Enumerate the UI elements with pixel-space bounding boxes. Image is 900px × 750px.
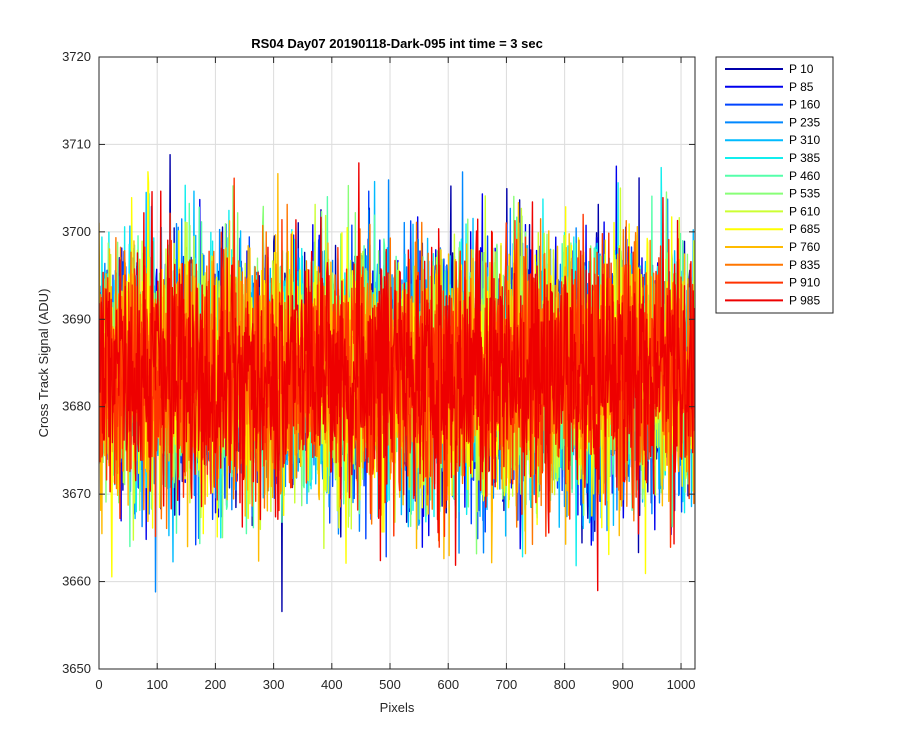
series-lines	[99, 154, 695, 613]
x-axis-label: Pixels	[380, 700, 415, 715]
legend-label: P 535	[789, 187, 820, 201]
x-tick-label: 100	[146, 677, 168, 692]
axis-ticks: 0 100 200 300 400 500 600 700 800 900 1000 3650 3660…	[62, 49, 695, 692]
series-line-p-985	[99, 162, 695, 592]
y-tick-label: 3650	[62, 661, 91, 676]
x-tick-label: 800	[554, 677, 576, 692]
legend-label: P 310	[789, 133, 820, 147]
y-tick-label: 3690	[62, 311, 91, 326]
chart-title: RS04 Day07 20190118-Dark-095 int time = …	[251, 36, 543, 51]
x-tick-label: 200	[205, 677, 227, 692]
y-axis-label: Cross Track Signal (ADU)	[36, 289, 51, 438]
legend-label: P 235	[789, 115, 820, 129]
legend-items: P 10 P 85 P 160 P 235 P 310 P 385 P 460 P 535 P …	[725, 62, 820, 307]
legend-label: P 760	[789, 240, 820, 254]
x-tick-label: 400	[321, 677, 343, 692]
y-tick-label: 3660	[62, 574, 91, 589]
legend-label: P 160	[789, 98, 820, 112]
x-tick-label: 600	[437, 677, 459, 692]
legend: P 10 P 85 P 160 P 235 P 310 P 385 P 460 P 535 P …	[715, 56, 834, 314]
legend-label: P 10	[789, 62, 814, 76]
plot-frame	[98, 56, 696, 670]
legend-label: P 985	[789, 293, 820, 307]
legend-label: P 610	[789, 204, 820, 218]
legend-label: P 835	[789, 258, 820, 272]
x-tick-label: 700	[496, 677, 518, 692]
legend-box	[715, 56, 834, 314]
x-tick-label: 300	[263, 677, 285, 692]
x-tick-label: 0	[95, 677, 102, 692]
y-tick-label: 3720	[62, 49, 91, 64]
legend-label: P 460	[789, 169, 820, 183]
y-tick-label: 3670	[62, 486, 91, 501]
y-tick-label: 3680	[62, 399, 91, 414]
legend-label: P 685	[789, 222, 820, 236]
x-tick-label: 900	[612, 677, 634, 692]
x-tick-label: 1000	[667, 677, 696, 692]
legend-label: P 385	[789, 151, 820, 165]
series-line-p-910	[99, 177, 695, 548]
legend-label: P 85	[789, 80, 814, 94]
y-tick-label: 3700	[62, 224, 91, 239]
x-tick-label: 500	[379, 677, 401, 692]
plot-data-region	[99, 154, 695, 613]
legend-label: P 910	[789, 276, 820, 290]
y-tick-label: 3710	[62, 136, 91, 151]
